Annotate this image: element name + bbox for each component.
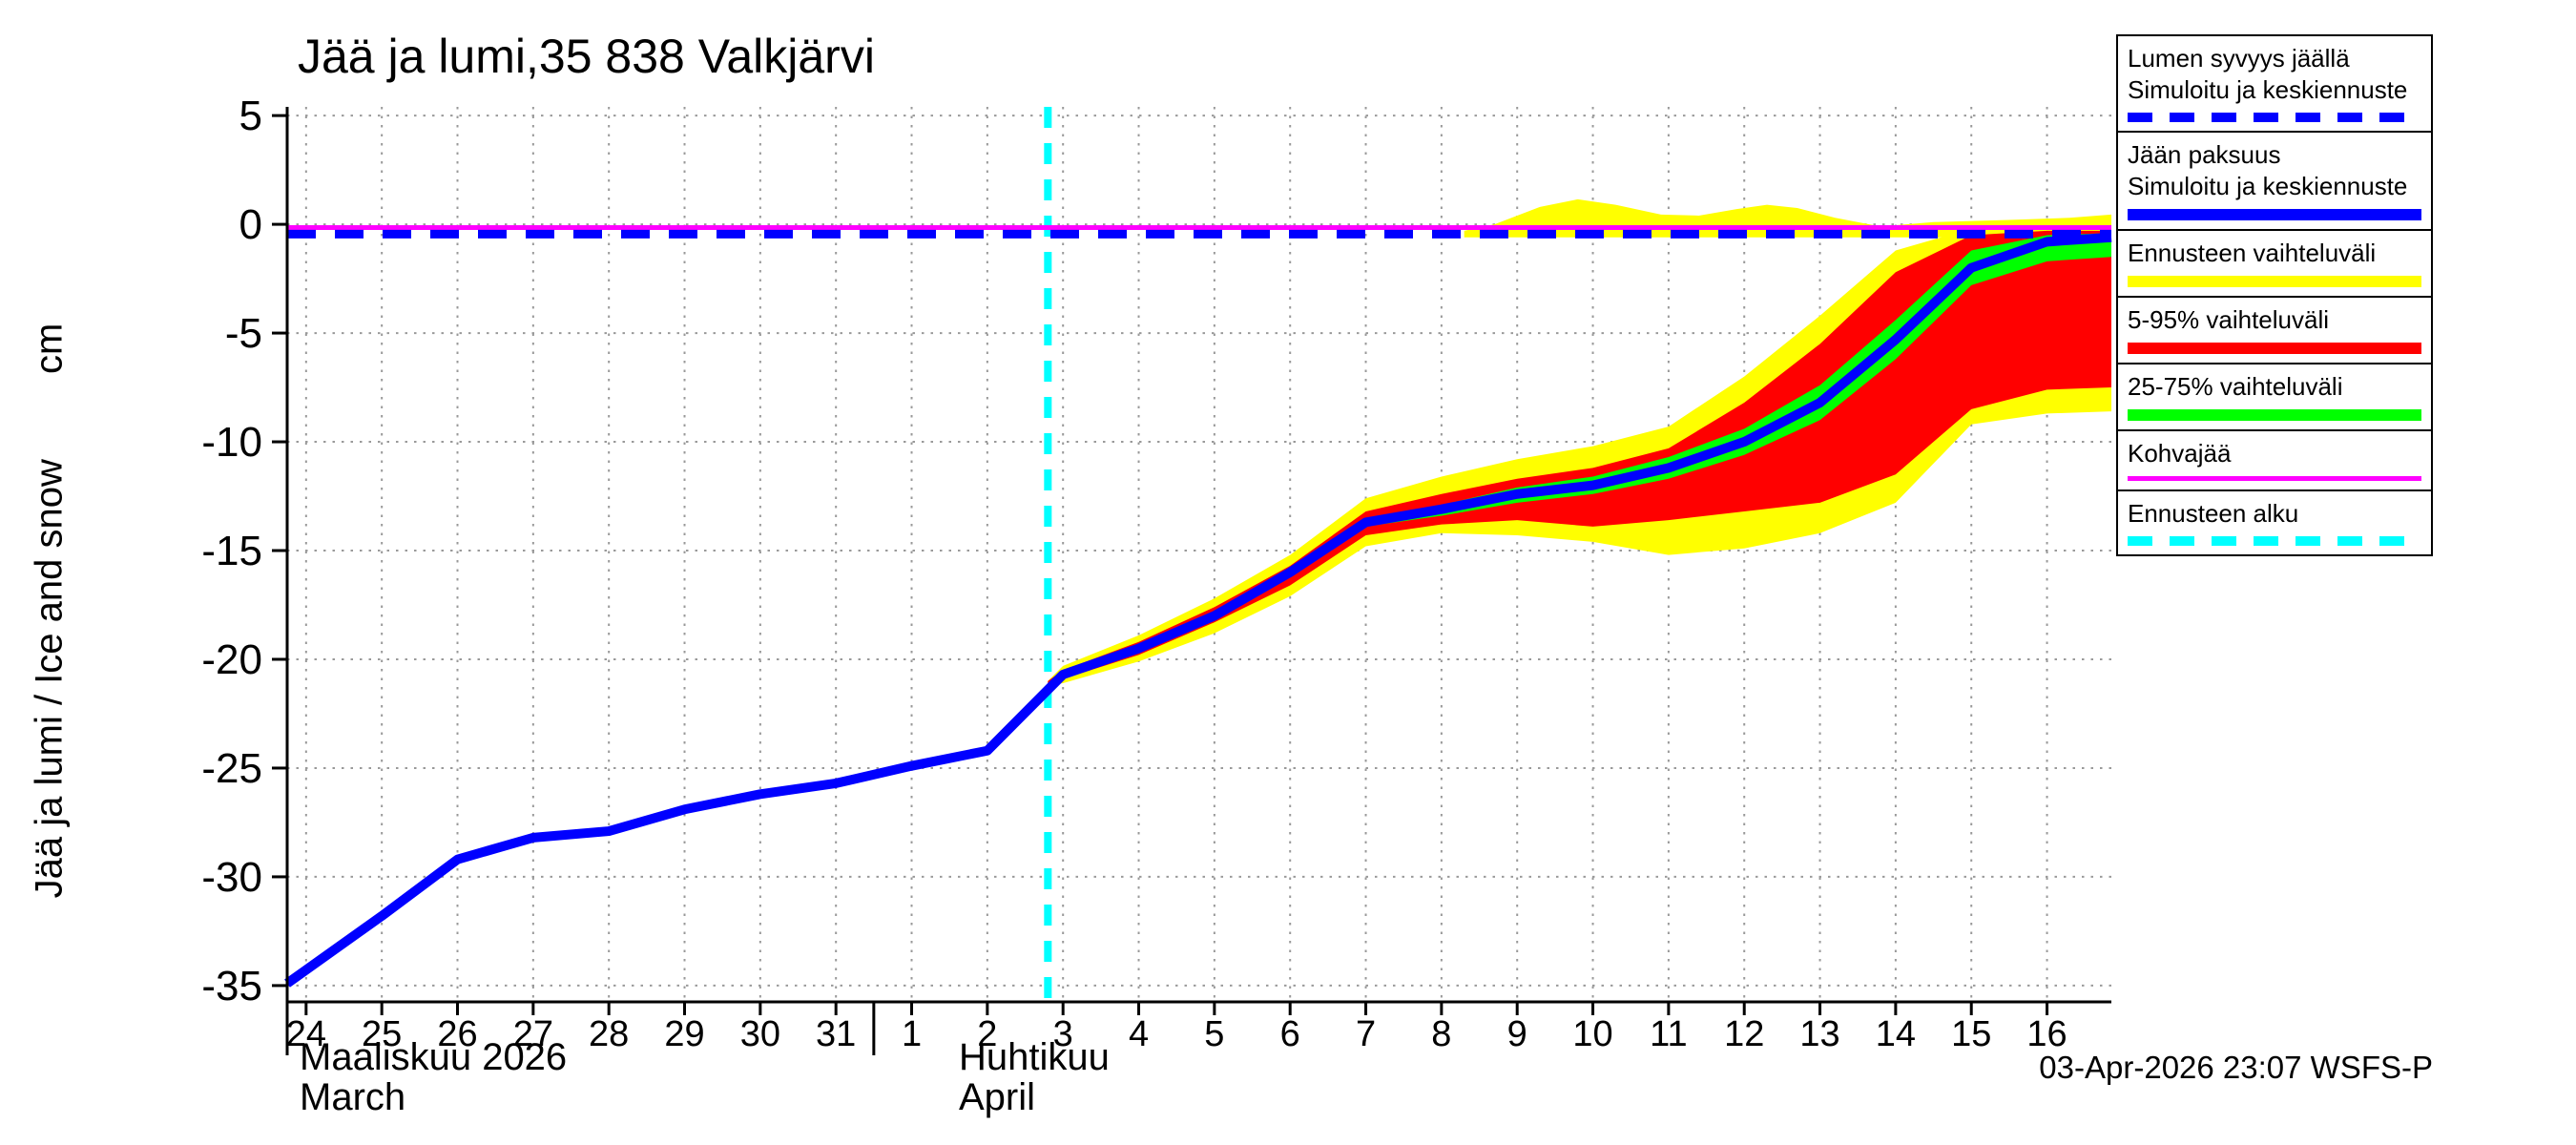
y-tick-label: -25: [201, 745, 262, 792]
x-tick-label: 26: [437, 1014, 477, 1054]
y-axis-unit: cm: [28, 323, 71, 374]
x-tick-label: 25: [362, 1014, 402, 1054]
legend-item-6: Ennusteen alku: [2116, 489, 2433, 556]
y-axis-label-text: Jää ja lumi / Ice and snow: [28, 459, 71, 899]
legend-line-sample: [2128, 476, 2421, 481]
x-tick-label: 31: [816, 1014, 856, 1054]
band-ice-25-75-range: [1290, 233, 2111, 575]
timestamp: 03-Apr-2026 23:07 WSFS-P: [2039, 1050, 2433, 1085]
legend-item-label: Jään paksuus: [2128, 140, 2281, 169]
x-tick-label: 28: [589, 1014, 629, 1054]
legend-item-5: Kohvajää: [2116, 429, 2433, 491]
y-tick-label: -30: [201, 854, 262, 901]
legend-item-1: Jään paksuus Simuloitu ja keskiennuste: [2116, 131, 2433, 231]
x-tick-label: 11: [1650, 1014, 1687, 1054]
legend-item-3: 5-95% vaihteluväli: [2116, 296, 2433, 364]
legend-line-sample: [2128, 343, 2421, 354]
y-tick-label: 5: [239, 93, 262, 139]
legend-item-0: Lumen syvyys jäällä Simuloitu ja keskienn…: [2116, 34, 2433, 133]
y-tick-label: -15: [201, 528, 262, 574]
y-axis-label: Jää ja lumi / Ice and snow cm: [29, 323, 72, 899]
legend-line-sample: [2128, 209, 2421, 220]
legend-line-sample: [2128, 409, 2421, 421]
y-tick-label: -20: [201, 636, 262, 683]
legend-item-2: Ennusteen vaihteluväli: [2116, 229, 2433, 298]
band-ice-5-95-range: [1048, 230, 2111, 684]
x-tick-label: 12: [1724, 1014, 1764, 1054]
page-title: Jää ja lumi,35 838 Valkjärvi: [298, 30, 875, 83]
legend: Lumen syvyys jäällä Simuloitu ja keskienn…: [2116, 34, 2433, 556]
y-tick-label: -35: [201, 963, 262, 1010]
x-tick-label: 16: [2026, 1014, 2067, 1054]
x-tick-label: 8: [1431, 1014, 1451, 1054]
legend-line-sample: [2128, 113, 2421, 122]
legend-item-label: 25-75% vaihteluväli: [2128, 372, 2343, 401]
month-label-march-en: March: [300, 1076, 406, 1118]
legend-item-label: Kohvajää: [2128, 439, 2232, 468]
y-tick-label: -5: [225, 310, 262, 357]
x-tick-label: 30: [740, 1014, 780, 1054]
x-tick-label: 15: [1951, 1014, 1991, 1054]
series-ice-thickness: [284, 232, 2112, 988]
x-tick-label: 7: [1356, 1014, 1376, 1054]
y-tick-label: 0: [239, 201, 262, 248]
x-tick-label: 10: [1572, 1014, 1612, 1054]
legend-item-label: Simuloitu ja keskiennuste: [2128, 75, 2408, 104]
month-label-april-fi: Huhtikuu: [959, 1036, 1110, 1078]
x-tick-label: 9: [1507, 1014, 1527, 1054]
legend-item-label: Lumen syvyys jäällä: [2128, 44, 2350, 73]
y-tick-label: -10: [201, 419, 262, 466]
x-tick-label: 2: [977, 1014, 997, 1054]
x-tick-label: 1: [902, 1014, 922, 1054]
legend-item-label: Ennusteen alku: [2128, 499, 2299, 528]
x-tick-label: 29: [664, 1014, 704, 1054]
legend-item-label: Simuloitu ja keskiennuste: [2128, 172, 2408, 200]
x-tick-label: 4: [1129, 1014, 1149, 1054]
legend-item-label: Ennusteen vaihteluväli: [2128, 239, 2377, 267]
legend-line-sample: [2128, 276, 2421, 287]
legend-item-4: 25-75% vaihteluväli: [2116, 363, 2433, 431]
x-tick-label: 24: [286, 1014, 326, 1054]
x-tick-label: 6: [1280, 1014, 1300, 1054]
x-tick-label: 5: [1204, 1014, 1224, 1054]
x-tick-label: 14: [1876, 1014, 1916, 1054]
x-tick-label: 3: [1053, 1014, 1073, 1054]
legend-line-sample: [2128, 536, 2421, 546]
legend-item-label: 5-95% vaihteluväli: [2128, 305, 2330, 334]
month-label-april-en: April: [959, 1076, 1036, 1118]
x-tick-label: 13: [1799, 1014, 1839, 1054]
month-label-march-fi: Maaliskuu 2026: [300, 1036, 568, 1078]
x-tick-label: 27: [513, 1014, 553, 1054]
